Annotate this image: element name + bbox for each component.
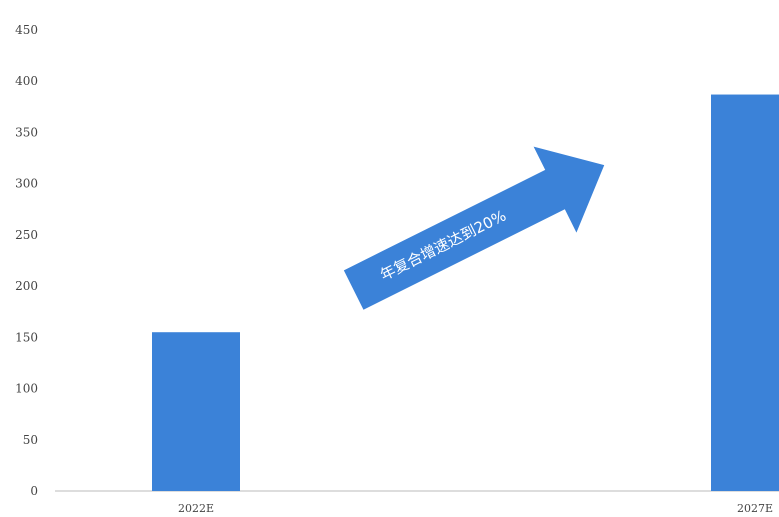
bars [152,94,779,491]
x-axis-labels: 2022E 2027E [178,502,773,515]
x-tick-label: 2022E [178,502,214,515]
y-tick-label: 350 [15,125,38,139]
y-tick-label: 300 [15,177,38,191]
y-tick-label: 200 [15,279,38,293]
bar-2027E [711,94,779,491]
y-tick-label: 250 [15,228,38,242]
y-tick-label: 450 [15,23,38,37]
x-tick-label: 2027E [737,502,773,515]
bar-2022E [152,332,240,491]
y-tick-label: 0 [30,484,38,498]
y-tick-label: 400 [15,74,38,88]
y-axis-ticks: 0 50 100 150 200 250 300 350 400 450 [15,23,38,498]
y-tick-label: 50 [23,433,38,447]
arrow-shape [343,146,605,310]
y-tick-label: 100 [15,382,38,396]
y-tick-label: 150 [15,330,38,344]
growth-arrow: 年复合增速达到20% [343,146,605,310]
